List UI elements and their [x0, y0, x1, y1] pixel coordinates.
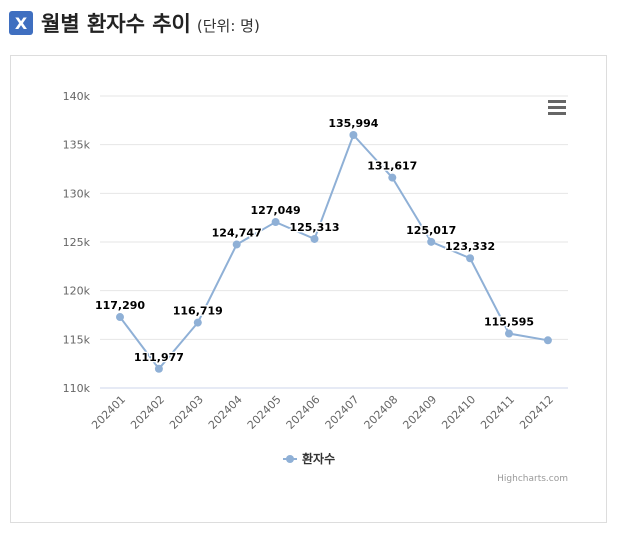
credits-link: Highcharts.com — [497, 474, 568, 484]
data-point — [310, 234, 319, 243]
data-point — [466, 254, 475, 263]
x-tick-label: 202409 — [400, 393, 439, 432]
data-point — [427, 237, 436, 246]
chart-menu-icon[interactable] — [548, 100, 566, 118]
data-point — [388, 173, 397, 182]
y-tick-label: 125k — [63, 236, 91, 249]
data-label: 116,719 — [173, 305, 223, 318]
x-tick-label: 202402 — [128, 393, 167, 432]
x-tick-label: 202412 — [517, 393, 556, 432]
data-label: 127,049 — [251, 204, 301, 217]
y-tick-label: 110k — [63, 382, 91, 395]
x-tick-label: 202403 — [167, 393, 206, 432]
page-header: X 월별 환자수 추이 (단위: 명) — [9, 8, 260, 38]
legend-item: 환자수 — [302, 451, 335, 466]
y-tick-label: 140k — [63, 90, 91, 103]
data-label: 111,977 — [134, 351, 184, 364]
series-line — [119, 133, 549, 371]
data-label: 123,332 — [445, 240, 495, 253]
y-tick-label: 120k — [63, 285, 91, 298]
data-point — [232, 240, 241, 249]
data-label: 125,017 — [406, 224, 456, 237]
x-tick-label: 202406 — [284, 393, 323, 432]
data-point — [271, 218, 280, 227]
page-title: 월별 환자수 추이 — [41, 12, 191, 36]
data-point — [349, 130, 358, 139]
data-label: 115,595 — [484, 316, 534, 329]
x-tick-label: 202401 — [89, 393, 128, 432]
legend-marker — [286, 455, 294, 463]
data-label: 124,747 — [212, 226, 262, 239]
x-tick-label: 202405 — [245, 393, 284, 432]
x-tick-label: 202408 — [362, 393, 401, 432]
chart-card — [10, 55, 607, 523]
y-tick-label: 130k — [63, 187, 91, 200]
data-point — [116, 313, 124, 322]
y-tick-label: 115k — [63, 333, 91, 346]
data-label: 125,313 — [289, 221, 339, 234]
data-label: 135,994 — [328, 117, 378, 130]
data-point — [505, 329, 513, 338]
x-tick-label: 202410 — [439, 393, 478, 432]
data-point — [154, 364, 163, 373]
data-point — [543, 336, 552, 345]
data-point — [193, 318, 202, 327]
x-tick-label: 202411 — [478, 393, 517, 432]
y-tick-label: 135k — [63, 139, 91, 152]
x-tick-label: 202404 — [206, 393, 245, 432]
logo-icon: X — [9, 11, 33, 35]
unit-label: (단위: 명) — [196, 16, 260, 35]
data-label: 131,617 — [367, 160, 417, 173]
data-label: 117,290 — [95, 299, 145, 312]
x-tick-label: 202407 — [323, 393, 362, 432]
